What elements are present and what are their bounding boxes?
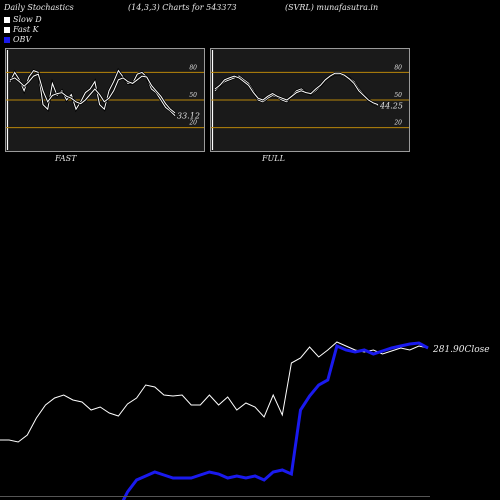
panel-full-last-value: 44.25 [379,102,403,111]
legend-obv-swatch [4,36,10,43]
legend-obv-label: OBV [13,35,32,44]
panel-full-label: FULL [262,154,285,163]
legend-slow-d-swatch [4,16,10,23]
panel-full-series-1 [214,72,379,106]
panel-fast-ytick-50: 50 [189,92,197,99]
panel-fast-series-1 [9,73,176,114]
panel-fast-ytick-80: 80 [189,64,197,71]
legend-slow-d-label: Slow D [13,15,42,24]
panel-fast-last-value: 33.12 [177,112,200,121]
chart-symbol: (SVRL) munafasutra.in [285,3,379,12]
legend-obv: OBV [4,35,31,44]
close-label: 281.90Close [432,345,490,355]
legend-fast-k-swatch [4,26,10,33]
legend-slow-d: Slow D [4,15,42,24]
panel-fast-ytick-20: 20 [188,120,197,127]
obv-line [121,341,429,500]
panel-full-ytick-50: 50 [394,92,402,99]
legend-fast-k-label: Fast K [13,25,39,34]
panel-full-ytick-80: 80 [394,64,402,71]
panel-fast-label: FAST [55,154,77,163]
price-line [0,341,429,443]
chart-params: (14,3,3) Charts for 543373 [128,3,237,12]
panel-full-ytick-20: 20 [393,120,402,127]
chart-title: Daily Stochastics [4,3,74,12]
legend-fast-k: Fast K [4,25,39,34]
